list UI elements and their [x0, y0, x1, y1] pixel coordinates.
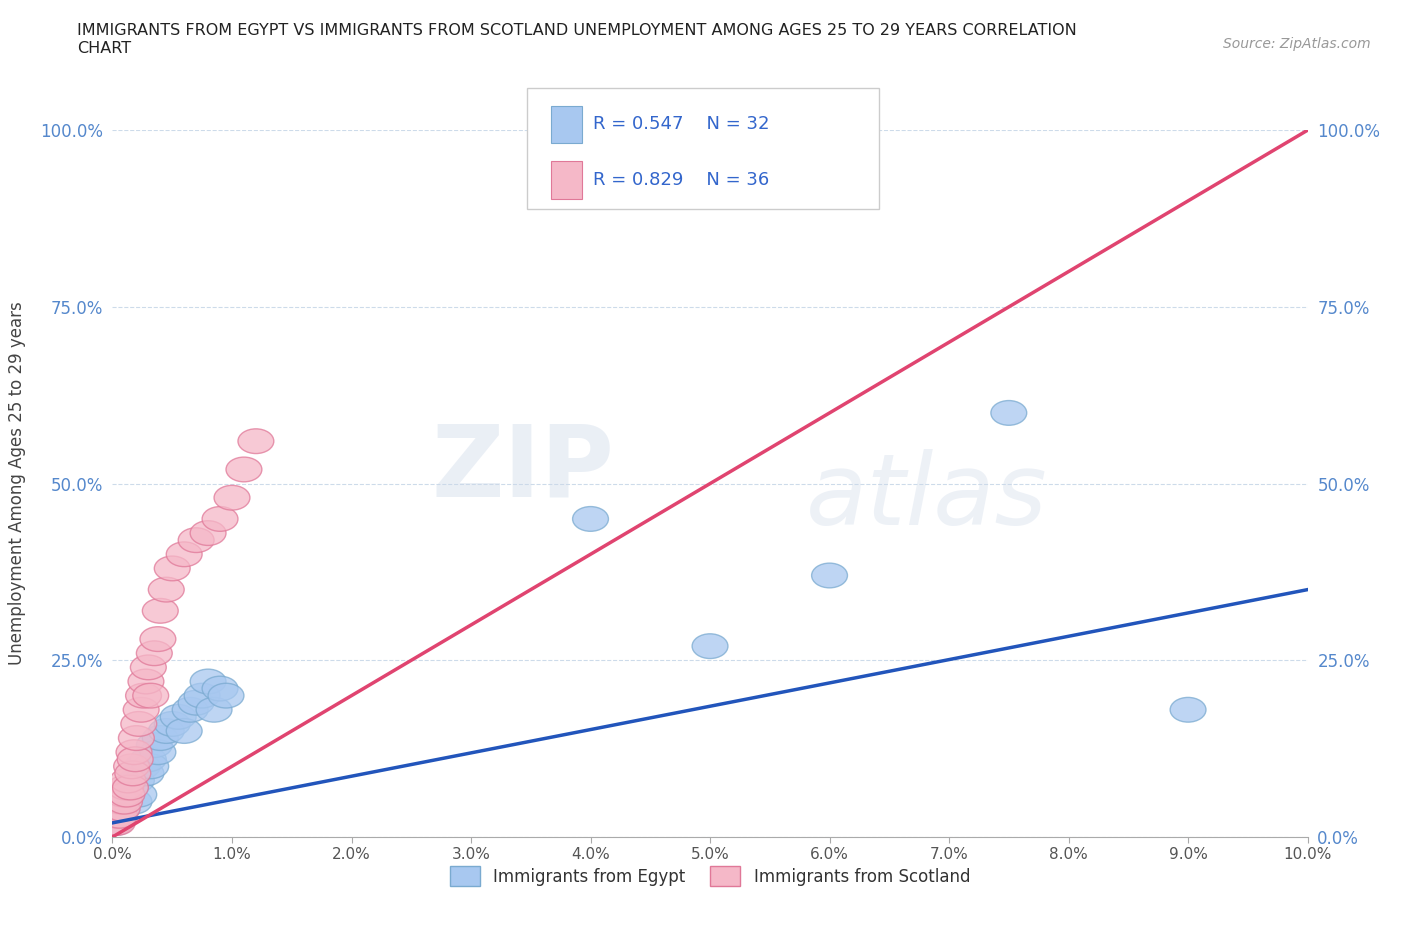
Ellipse shape [125, 754, 160, 778]
Ellipse shape [142, 599, 179, 623]
Ellipse shape [202, 676, 238, 701]
Ellipse shape [108, 782, 145, 807]
Ellipse shape [108, 782, 145, 807]
Y-axis label: Unemployment Among Ages 25 to 29 years: Unemployment Among Ages 25 to 29 years [8, 301, 25, 666]
Ellipse shape [179, 528, 214, 552]
Ellipse shape [101, 804, 138, 829]
Ellipse shape [173, 698, 208, 723]
Ellipse shape [98, 811, 134, 835]
Ellipse shape [124, 698, 159, 723]
Ellipse shape [115, 761, 150, 786]
Ellipse shape [131, 655, 166, 680]
Ellipse shape [197, 698, 232, 723]
Ellipse shape [166, 542, 202, 566]
Ellipse shape [107, 790, 142, 814]
Text: Source: ZipAtlas.com: Source: ZipAtlas.com [1223, 37, 1371, 51]
Ellipse shape [238, 429, 274, 454]
Text: R = 0.829    N = 36: R = 0.829 N = 36 [593, 171, 769, 189]
Ellipse shape [128, 761, 165, 786]
Ellipse shape [214, 485, 250, 511]
Ellipse shape [136, 733, 173, 757]
Ellipse shape [136, 641, 173, 666]
Ellipse shape [208, 684, 245, 708]
Ellipse shape [226, 458, 262, 482]
Ellipse shape [160, 705, 197, 729]
Ellipse shape [811, 564, 848, 588]
Ellipse shape [121, 782, 156, 807]
Ellipse shape [97, 811, 132, 835]
Text: IMMIGRANTS FROM EGYPT VS IMMIGRANTS FROM SCOTLAND UNEMPLOYMENT AMONG AGES 25 TO : IMMIGRANTS FROM EGYPT VS IMMIGRANTS FROM… [77, 23, 1077, 56]
Ellipse shape [112, 776, 149, 800]
Ellipse shape [104, 796, 141, 821]
Ellipse shape [117, 740, 152, 764]
Ellipse shape [103, 790, 139, 814]
Ellipse shape [105, 782, 141, 807]
Text: R = 0.547    N = 32: R = 0.547 N = 32 [593, 115, 770, 133]
Ellipse shape [117, 790, 152, 814]
Ellipse shape [155, 556, 190, 580]
Ellipse shape [1170, 698, 1206, 723]
Ellipse shape [142, 725, 179, 751]
Ellipse shape [118, 725, 155, 751]
Ellipse shape [991, 401, 1026, 425]
Ellipse shape [572, 507, 609, 531]
Ellipse shape [692, 634, 728, 658]
Ellipse shape [141, 740, 176, 764]
Ellipse shape [110, 768, 146, 792]
Ellipse shape [104, 796, 141, 821]
Ellipse shape [190, 521, 226, 545]
Ellipse shape [108, 776, 143, 800]
Legend: Immigrants from Egypt, Immigrants from Scotland: Immigrants from Egypt, Immigrants from S… [443, 859, 977, 892]
Text: atlas: atlas [806, 449, 1047, 546]
Ellipse shape [125, 684, 162, 708]
Ellipse shape [148, 719, 184, 743]
Ellipse shape [166, 719, 202, 743]
Ellipse shape [132, 754, 169, 778]
Ellipse shape [202, 507, 238, 531]
Ellipse shape [155, 711, 190, 737]
Ellipse shape [101, 804, 136, 829]
Ellipse shape [132, 684, 169, 708]
Ellipse shape [114, 754, 149, 778]
Ellipse shape [148, 578, 184, 602]
Ellipse shape [100, 811, 135, 835]
Ellipse shape [190, 670, 226, 694]
Ellipse shape [141, 627, 176, 652]
Ellipse shape [128, 670, 165, 694]
Ellipse shape [118, 768, 155, 792]
Text: ZIP: ZIP [432, 421, 614, 518]
Ellipse shape [117, 747, 153, 772]
Ellipse shape [98, 804, 134, 829]
Ellipse shape [179, 690, 214, 715]
Ellipse shape [112, 776, 149, 800]
Ellipse shape [101, 796, 136, 821]
Ellipse shape [131, 747, 166, 772]
Ellipse shape [184, 684, 221, 708]
Ellipse shape [107, 790, 142, 814]
Ellipse shape [121, 711, 156, 737]
